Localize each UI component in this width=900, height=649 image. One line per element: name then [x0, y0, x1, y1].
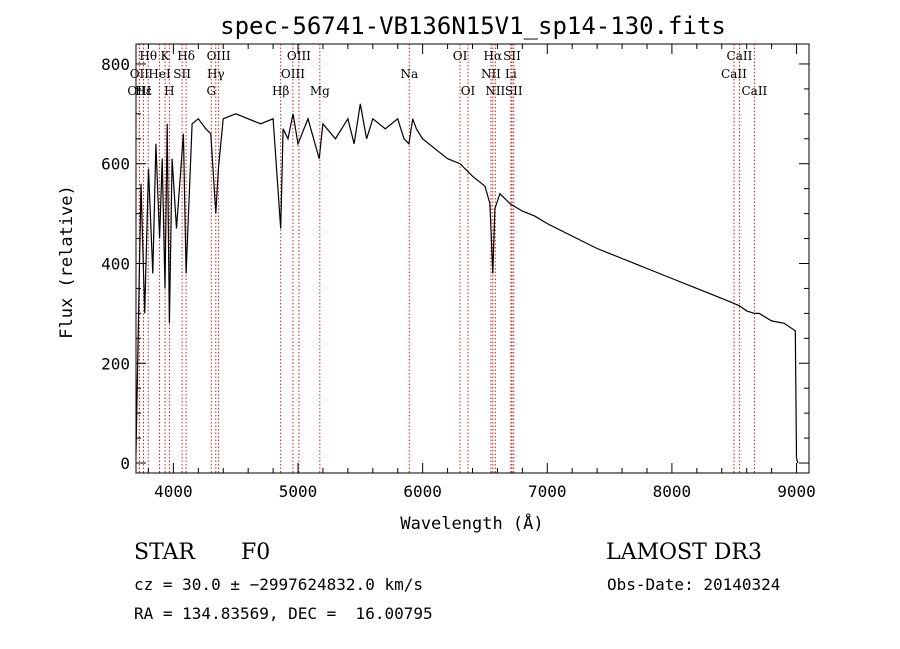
spectral-line-label: K	[161, 49, 171, 63]
y-tick-label: 0	[120, 454, 130, 473]
spectral-line-label: HeI	[148, 67, 171, 81]
spectral-line-label: Hδ	[177, 49, 195, 63]
spectral-line-label: H	[164, 84, 174, 98]
spectral-line-label: OII	[130, 67, 150, 81]
spectral-line-label: SII	[505, 84, 523, 98]
spectral-line-label: CaII	[727, 49, 753, 63]
spectral-line-label: Hβ	[272, 84, 289, 98]
spectral-line-label: SII	[173, 67, 191, 81]
y-tick-label: 600	[101, 155, 130, 174]
spectral-line-label: OIII	[281, 67, 305, 81]
x-tick-label: 5000	[279, 482, 318, 501]
spectral-line-label: Hε	[135, 84, 152, 98]
x-tick-label: 7000	[528, 482, 567, 501]
spectral-line-label: G	[206, 84, 216, 98]
x-axis-label: Wavelength (Å)	[400, 512, 543, 534]
spectral-line-label: SII	[503, 49, 521, 63]
y-tick-label: 400	[101, 254, 130, 273]
object-class: STAR	[134, 540, 195, 565]
plot-frame	[135, 43, 810, 474]
x-tick-label: 6000	[403, 482, 442, 501]
spectral-line-label: OIII	[207, 49, 231, 63]
x-tick-label: 4000	[154, 482, 193, 501]
x-tick-label: 9000	[777, 482, 816, 501]
spectrum-line	[135, 103, 799, 464]
obs-date: Obs-Date: 20140324	[607, 575, 781, 594]
y-tick-label: 800	[101, 55, 130, 74]
spectral-line-label: Hγ	[207, 67, 225, 81]
chart-title: spec-56741-VB136N15V1_sp14-130.fits	[220, 12, 726, 40]
y-axis-label: Flux (relative)	[57, 185, 77, 339]
x-tick-label: 8000	[653, 482, 692, 501]
spectral-line-label: CaII	[721, 67, 747, 81]
spectral-line-label: Na	[400, 67, 418, 81]
spectral-line-label: CaII	[741, 84, 767, 98]
spectral-line-label: NII	[485, 84, 505, 98]
spectral-line-label: Hθ	[139, 49, 157, 63]
survey-name: LAMOST DR3	[606, 540, 762, 565]
spectral-line-label: Hα	[484, 49, 503, 63]
spectral-line-label: OI	[461, 84, 476, 98]
coordinates-text: RA = 134.83569, DEC = 16.00795	[134, 604, 433, 623]
redshift-text: cz = 30.0 ± −2997624832.0 km/s	[134, 575, 423, 594]
spectral-line-label: Mg	[310, 84, 330, 98]
spectral-line-label: OIII	[127, 84, 151, 98]
spectral-line-label: OIII	[287, 49, 311, 63]
spectral-line-label: Li	[505, 67, 517, 81]
y-tick-label: 200	[101, 354, 130, 373]
spectral-line-label: OI	[453, 49, 468, 63]
spectral-line-label: NII	[481, 67, 501, 81]
object-subclass: F0	[241, 540, 271, 565]
